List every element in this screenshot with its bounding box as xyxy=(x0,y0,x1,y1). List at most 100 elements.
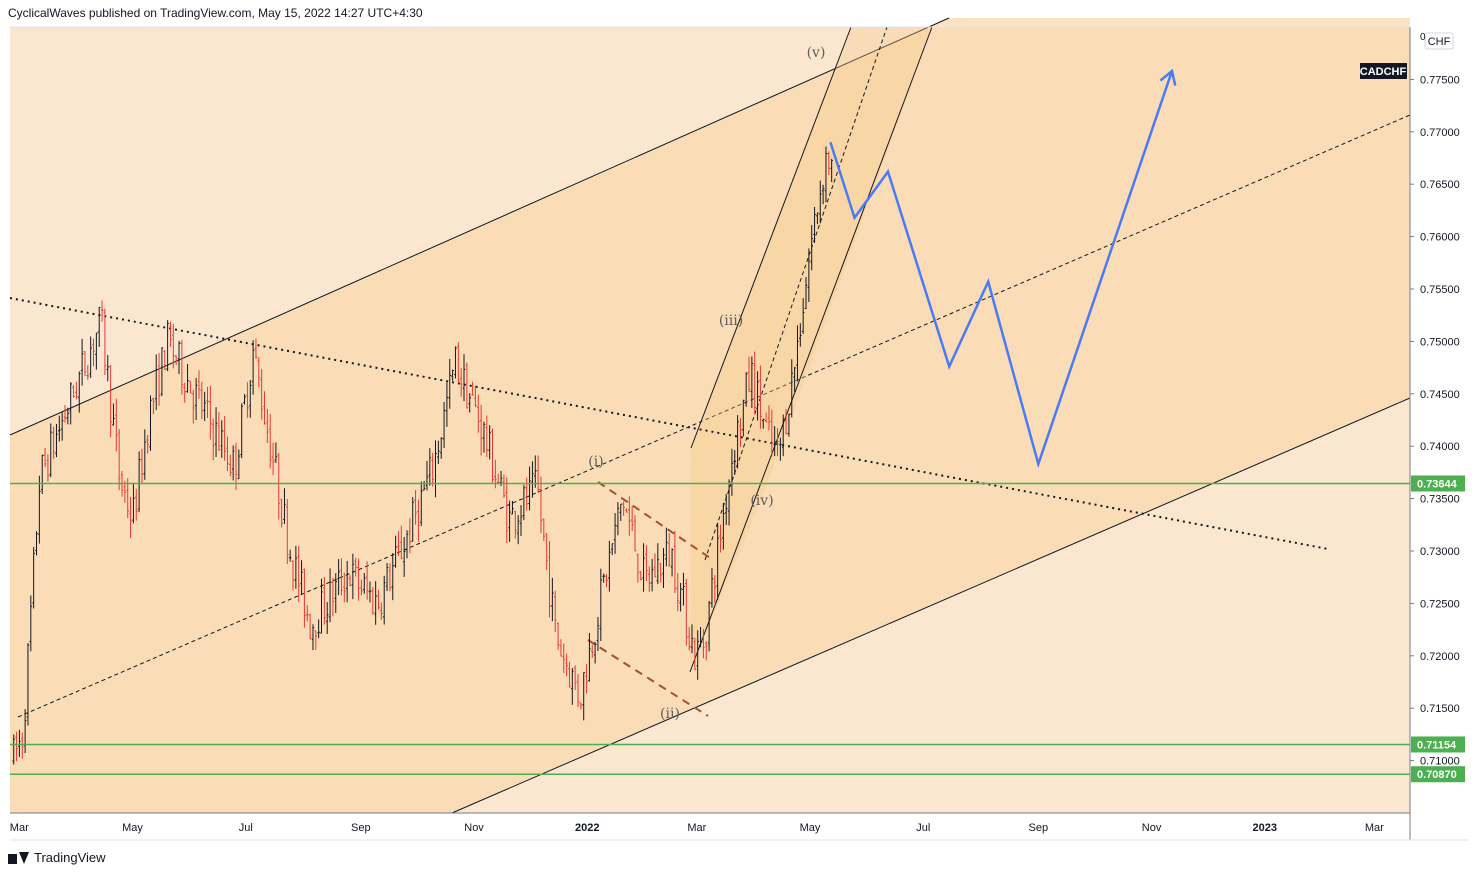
candle xyxy=(209,385,212,440)
candle xyxy=(160,347,164,397)
candle xyxy=(40,454,44,495)
candle xyxy=(585,664,588,694)
candle xyxy=(260,369,263,420)
y-tick-label: 0.74000 xyxy=(1420,441,1460,453)
candle xyxy=(425,460,429,491)
candle xyxy=(633,514,637,552)
correction-channel-lower xyxy=(587,639,709,717)
candle xyxy=(562,643,566,674)
y-tick-label: 0.72000 xyxy=(1420,651,1460,663)
candle xyxy=(810,225,814,271)
candle xyxy=(813,206,816,243)
candle xyxy=(391,553,395,601)
candle xyxy=(457,342,460,384)
candle xyxy=(773,426,776,457)
candle xyxy=(191,389,195,424)
candle xyxy=(767,405,771,431)
candle xyxy=(656,543,660,585)
candle xyxy=(653,553,657,578)
main-channel-fill xyxy=(10,18,1410,813)
candle xyxy=(382,575,386,625)
candle xyxy=(283,488,286,525)
footer-brand[interactable]: TradingView xyxy=(8,850,106,865)
candle xyxy=(203,391,206,421)
candle xyxy=(154,354,158,411)
candle xyxy=(753,351,757,415)
candle xyxy=(234,442,238,490)
candle xyxy=(12,734,16,765)
candle xyxy=(531,461,534,498)
candle xyxy=(274,442,278,464)
candle xyxy=(311,624,315,651)
candle xyxy=(759,365,762,429)
candle xyxy=(294,545,298,589)
candle xyxy=(793,366,796,392)
candle xyxy=(545,533,548,570)
candle xyxy=(514,510,517,539)
candle xyxy=(482,421,486,453)
level-price-tag-label: 0.71154 xyxy=(1417,739,1457,751)
candle xyxy=(770,409,774,457)
candle xyxy=(243,393,246,405)
candle xyxy=(642,543,645,592)
candle xyxy=(95,332,98,370)
candle xyxy=(716,522,719,601)
candle xyxy=(414,489,417,525)
candle xyxy=(670,548,674,577)
candle xyxy=(38,475,41,544)
candle xyxy=(764,412,768,423)
candle xyxy=(169,321,172,347)
candle xyxy=(508,500,511,542)
candle xyxy=(593,641,597,664)
candles xyxy=(12,146,833,765)
candle xyxy=(645,545,648,581)
candle xyxy=(804,276,808,310)
candle xyxy=(26,643,30,726)
candle xyxy=(781,414,785,457)
candle xyxy=(639,571,643,581)
currency-box-bg xyxy=(1424,32,1454,50)
candle xyxy=(15,731,18,762)
candle xyxy=(704,641,708,661)
candle xyxy=(334,573,338,613)
candle xyxy=(63,405,67,423)
candle xyxy=(710,567,714,608)
candle xyxy=(471,381,474,396)
candle xyxy=(305,605,309,622)
candle xyxy=(602,573,605,583)
candle xyxy=(100,300,104,322)
candle xyxy=(343,572,346,603)
candle xyxy=(736,415,739,469)
candle xyxy=(787,413,791,437)
candle xyxy=(229,454,232,477)
main-channel-upper-line xyxy=(9,17,950,436)
candle xyxy=(58,415,61,442)
y-tick-label: 0.75000 xyxy=(1420,336,1460,348)
candle xyxy=(29,595,33,652)
candle xyxy=(77,371,81,413)
candle xyxy=(824,146,828,203)
candle xyxy=(49,423,53,478)
candle xyxy=(551,577,554,622)
candle xyxy=(377,590,380,610)
candle xyxy=(650,558,654,592)
axis-top-glyph: 0 xyxy=(1420,32,1426,43)
wave-label: (iv) xyxy=(750,493,773,509)
candle xyxy=(801,298,805,334)
level-price-tag: 0.73644 xyxy=(1411,475,1465,492)
candle xyxy=(317,619,320,639)
candle xyxy=(419,481,423,526)
x-tick-label: Jul xyxy=(916,822,930,834)
candle xyxy=(679,582,682,612)
candle xyxy=(397,531,400,556)
x-tick-label: Mar xyxy=(1365,822,1384,834)
candle xyxy=(556,622,560,650)
candle xyxy=(727,479,731,526)
candle xyxy=(117,428,121,491)
candle xyxy=(628,496,631,536)
candle xyxy=(451,369,454,381)
candle xyxy=(183,382,187,403)
candle xyxy=(636,553,640,583)
candle xyxy=(608,540,611,592)
